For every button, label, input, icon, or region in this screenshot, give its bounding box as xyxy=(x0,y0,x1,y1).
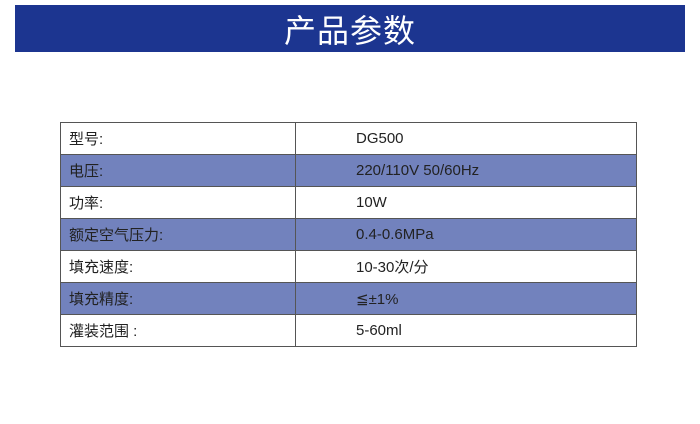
title-banner: 产品参数 xyxy=(15,5,685,52)
spec-label: 功率: xyxy=(60,186,296,219)
spec-value: 10-30次/分 xyxy=(295,250,637,283)
table-row: 功率: 10W xyxy=(60,186,637,219)
table-row: 填充速度: 10-30次/分 xyxy=(60,250,637,283)
spec-label: 填充速度: xyxy=(60,250,296,283)
spec-value: ≦±1% xyxy=(295,282,637,315)
table-row: 灌装范围 :5-60ml xyxy=(60,314,637,347)
spec-value: DG500 xyxy=(295,122,637,155)
spec-label: 额定空气压力: xyxy=(60,218,296,251)
spec-value: 10W xyxy=(295,186,637,219)
table-row: 额定空气压力: 0.4-0.6MPa xyxy=(60,218,637,251)
spec-label: 型号: xyxy=(60,122,296,155)
spec-value: 220/110V 50/60Hz xyxy=(295,154,637,187)
spec-label: 电压: xyxy=(60,154,296,187)
table-row: 填充精度: ≦±1% xyxy=(60,282,637,315)
spec-label: 灌装范围 : xyxy=(60,314,296,347)
page-title: 产品参数 xyxy=(283,11,416,50)
spec-value: 5-60ml xyxy=(295,314,637,347)
table-row: 电压: 220/110V 50/60Hz xyxy=(60,154,637,187)
table-row: 型号: DG500 xyxy=(60,122,637,155)
spec-table: 型号: DG500 电压: 220/110V 50/60Hz 功率: 10W 额定空气压力:… xyxy=(60,122,637,347)
spec-label: 填充精度: xyxy=(60,282,296,315)
spec-value: 0.4-0.6MPa xyxy=(295,218,637,251)
